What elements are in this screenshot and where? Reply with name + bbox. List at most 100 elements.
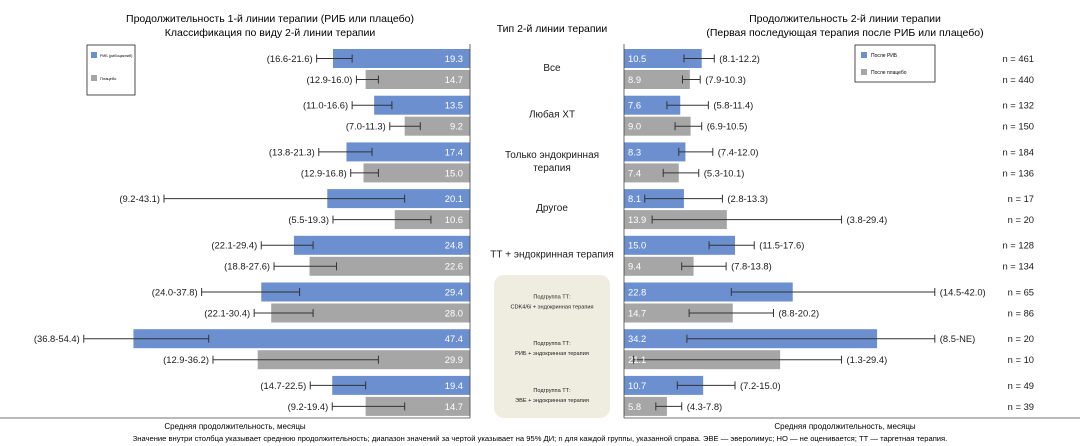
left-value-label: 13.5	[445, 100, 463, 111]
titles: Продолжительность 1-й линии терапии (РИБ…	[126, 13, 984, 39]
right-value-label: 7.6	[628, 100, 641, 111]
n-label: n = 136	[1002, 167, 1034, 178]
right-legend-swatch-rib	[861, 52, 867, 58]
right-ci-label: (7.4-12.0)	[718, 146, 759, 157]
left-ci-label: (7.0-11.3)	[346, 121, 386, 132]
left-legend-swatch-rib	[91, 52, 97, 58]
left-ci-label: (9.2-19.4)	[288, 401, 329, 412]
left-bar	[346, 142, 470, 162]
group-label: ЭВЕ + эндокринная терапия	[515, 398, 589, 404]
left-bar	[293, 235, 470, 255]
left-ci-label: (12.9-36.2)	[163, 354, 209, 365]
right-value-label: 15.0	[628, 240, 646, 251]
left-bar	[374, 95, 470, 115]
right-bar	[624, 256, 694, 276]
right-legend-box	[854, 44, 936, 83]
left-bar	[363, 163, 470, 183]
n-label: n = 461	[1002, 53, 1034, 64]
left-value-label: 47.4	[445, 333, 463, 344]
group-label: CDK4/6i + эндокринная терапия	[510, 304, 593, 310]
n-label: n = 39	[1008, 401, 1034, 412]
n-label: n = 49	[1008, 380, 1034, 391]
right-legend-swatch-placebo	[861, 69, 867, 75]
right-value-label: 10.5	[628, 53, 646, 64]
left-value-label: 10.6	[445, 214, 463, 225]
right-value-label: 10.7	[628, 380, 646, 391]
left-value-label: 20.1	[445, 193, 463, 204]
right-value-label: 8.3	[628, 146, 641, 157]
n-label: n = 65	[1008, 286, 1034, 297]
left-value-label: 19.3	[445, 53, 463, 64]
left-ci-label: (13.8-21.3)	[269, 146, 315, 157]
left-ci-label: (22.1-30.4)	[204, 307, 250, 318]
right-bar	[624, 49, 702, 68]
left-ci-label: (16.6-21.6)	[267, 53, 313, 64]
n-label: n = 128	[1002, 240, 1034, 251]
right-xlabel: Средняя продолжительность, месяцы	[774, 422, 916, 431]
right-ci-label: (7.9-10.3)	[705, 74, 746, 85]
n-label: n = 134	[1002, 261, 1034, 272]
right-value-label: 7.4	[628, 167, 641, 178]
right-ci-label: (14.5-42.0)	[940, 286, 986, 297]
left-legend-swatch-placebo	[91, 75, 97, 81]
left-ci-label: (12.9-16.0)	[307, 74, 353, 85]
right-value-label: 9.0	[628, 121, 641, 132]
right-bar	[624, 95, 681, 115]
right-ci-label: (7.2-15.0)	[740, 380, 781, 391]
plot-area: Все 19.3 (16.6-21.6) 10.5 (8.1-12.2) n = 461 1…	[34, 49, 1034, 416]
right-bar	[624, 70, 690, 89]
right-ci-label: (5.8-11.4)	[713, 100, 753, 111]
left-bar	[365, 70, 470, 89]
right-value-label: 34.2	[628, 333, 646, 344]
left-ci-label: (36.8-54.4)	[34, 333, 80, 344]
right-ci-label: (6.9-10.5)	[707, 121, 748, 132]
n-label: n = 20	[1008, 333, 1034, 344]
left-bar	[394, 210, 470, 230]
left-value-label: 29.4	[445, 286, 463, 297]
n-label: n = 132	[1002, 100, 1034, 111]
left-ci-label: (9.2-43.1)	[119, 193, 160, 204]
left-value-label: 29.9	[445, 354, 463, 365]
right-value-label: 8.1	[628, 193, 641, 204]
left-bar	[271, 303, 470, 323]
n-label: n = 150	[1002, 121, 1034, 132]
group-label: терапия	[533, 163, 571, 174]
group-label: Любая ХТ	[529, 109, 575, 121]
left-title-line1: Продолжительность 1-й линии терапии (РИБ…	[126, 13, 414, 25]
right-ci-label: (8.1-12.2)	[719, 53, 760, 64]
right-bar	[624, 375, 704, 395]
left-ci-label: (11.0-16.6)	[303, 100, 348, 111]
right-value-label: 22.8	[628, 286, 646, 297]
right-ci-label: (3.8-29.4)	[847, 214, 888, 225]
left-value-label: 17.4	[445, 146, 463, 157]
left-bar	[133, 329, 470, 349]
left-legend: РИБ (рибоциклиб) Плацебо	[86, 44, 136, 96]
right-bar	[624, 303, 733, 323]
left-value-label: 22.6	[445, 261, 463, 272]
group-label: Все	[543, 63, 561, 74]
left-title-line2: Классификация по виду 2-й линии терапии	[165, 27, 376, 39]
left-bar	[365, 396, 470, 416]
right-bar	[624, 116, 691, 136]
right-legend-label-placebo: После плацебо	[871, 70, 907, 76]
right-ci-label: (4.3-7.8)	[687, 401, 722, 412]
left-value-label: 28.0	[445, 307, 463, 318]
left-bar	[404, 116, 470, 136]
n-label: n = 17	[1008, 193, 1034, 204]
n-label: n = 440	[1002, 74, 1034, 85]
group-label: РИБ + эндокринная терапия	[515, 351, 589, 357]
right-bar	[624, 163, 679, 183]
right-title-line1: Продолжительность 2-й линии терапии	[749, 13, 941, 25]
right-bar	[624, 282, 793, 302]
right-title-line2: (Первая последующая терапия после РИБ ил…	[706, 27, 983, 39]
left-legend-label-rib: РИБ (рибоциклиб)	[100, 54, 133, 58]
left-ci-label: (24.0-37.8)	[152, 286, 198, 297]
left-ci-label: (18.8-27.6)	[224, 261, 270, 272]
left-ci-label: (22.1-29.4)	[211, 240, 257, 251]
right-bar	[624, 142, 686, 162]
right-value-label: 9.4	[628, 261, 641, 272]
group-label: Подгруппа ТТ:	[533, 294, 571, 300]
left-value-label: 14.7	[445, 74, 463, 85]
subgroup-panel	[494, 275, 610, 418]
